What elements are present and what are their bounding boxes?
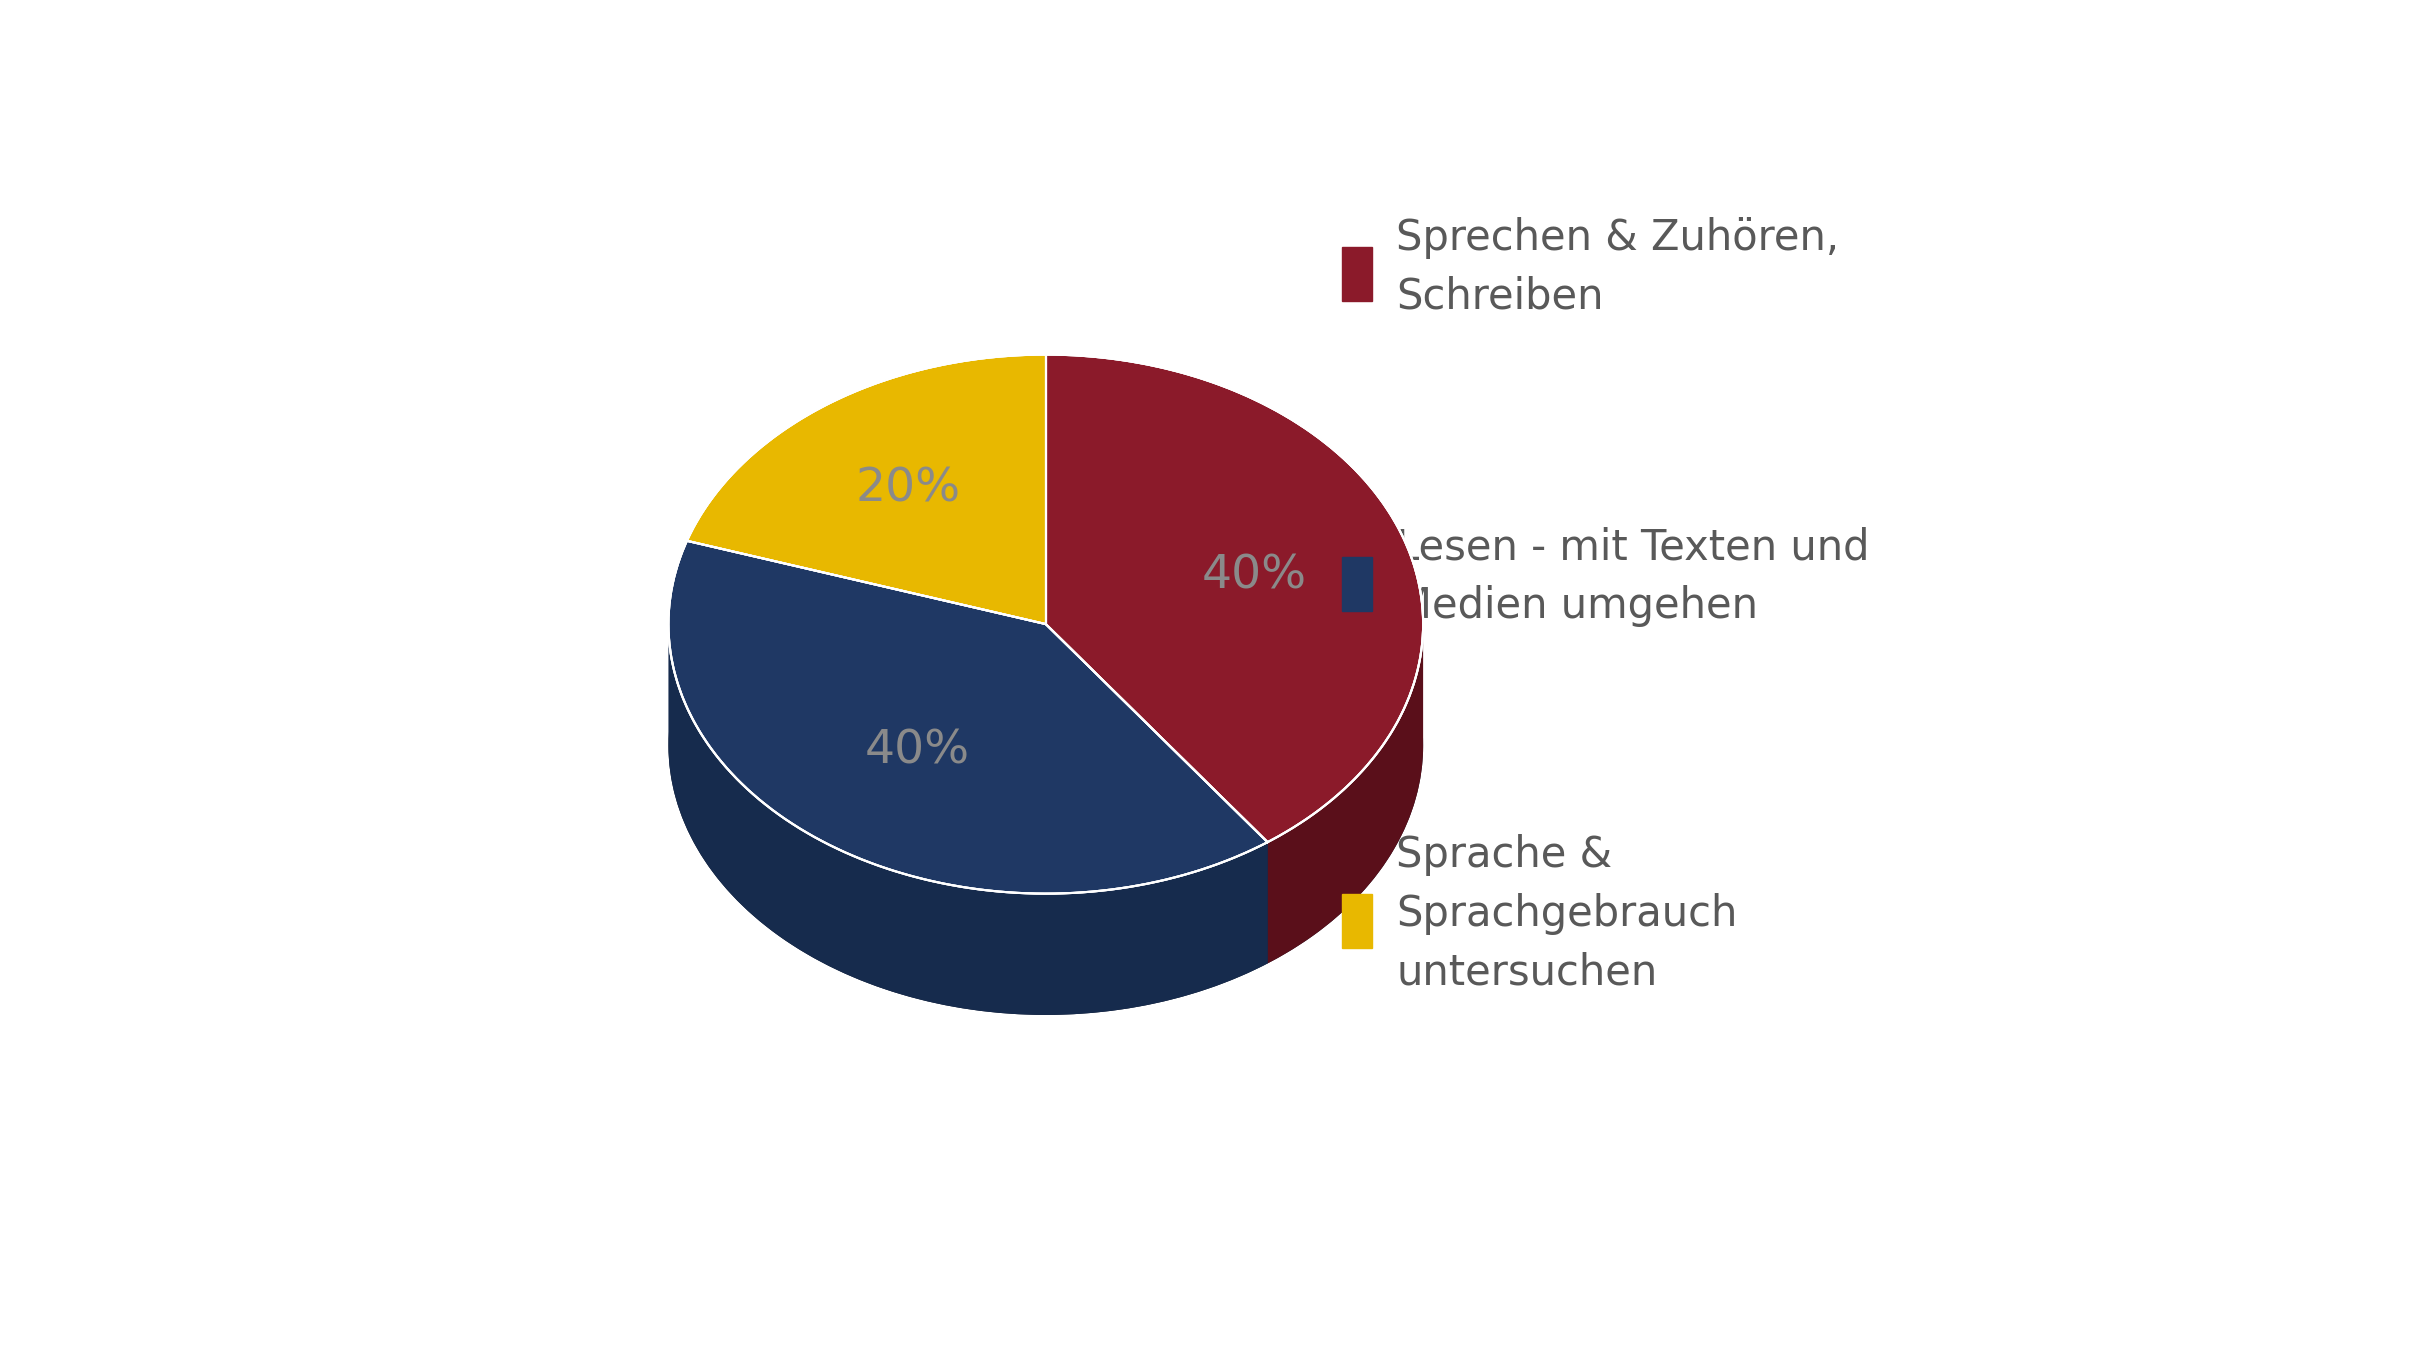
Polygon shape	[1046, 624, 1268, 964]
Bar	[1343, 247, 1372, 301]
Text: Sprache &
Sprachgebrauch
untersuchen: Sprache & Sprachgebrauch untersuchen	[1396, 834, 1736, 994]
Polygon shape	[669, 625, 1268, 1014]
Text: 40%: 40%	[1200, 553, 1307, 598]
Text: Sprechen & Zuhören,
Schreiben: Sprechen & Zuhören, Schreiben	[1396, 217, 1840, 317]
Polygon shape	[1046, 354, 1422, 842]
Polygon shape	[1046, 624, 1268, 964]
Ellipse shape	[669, 476, 1422, 1014]
Text: 20%: 20%	[855, 466, 961, 511]
Polygon shape	[1268, 626, 1422, 964]
Polygon shape	[686, 354, 1046, 624]
Text: Lesen - mit Texten und
Medien umgehen: Lesen - mit Texten und Medien umgehen	[1396, 526, 1869, 628]
Bar	[1343, 894, 1372, 948]
Polygon shape	[669, 541, 1268, 894]
Bar	[1343, 557, 1372, 610]
Text: 40%: 40%	[865, 728, 971, 773]
